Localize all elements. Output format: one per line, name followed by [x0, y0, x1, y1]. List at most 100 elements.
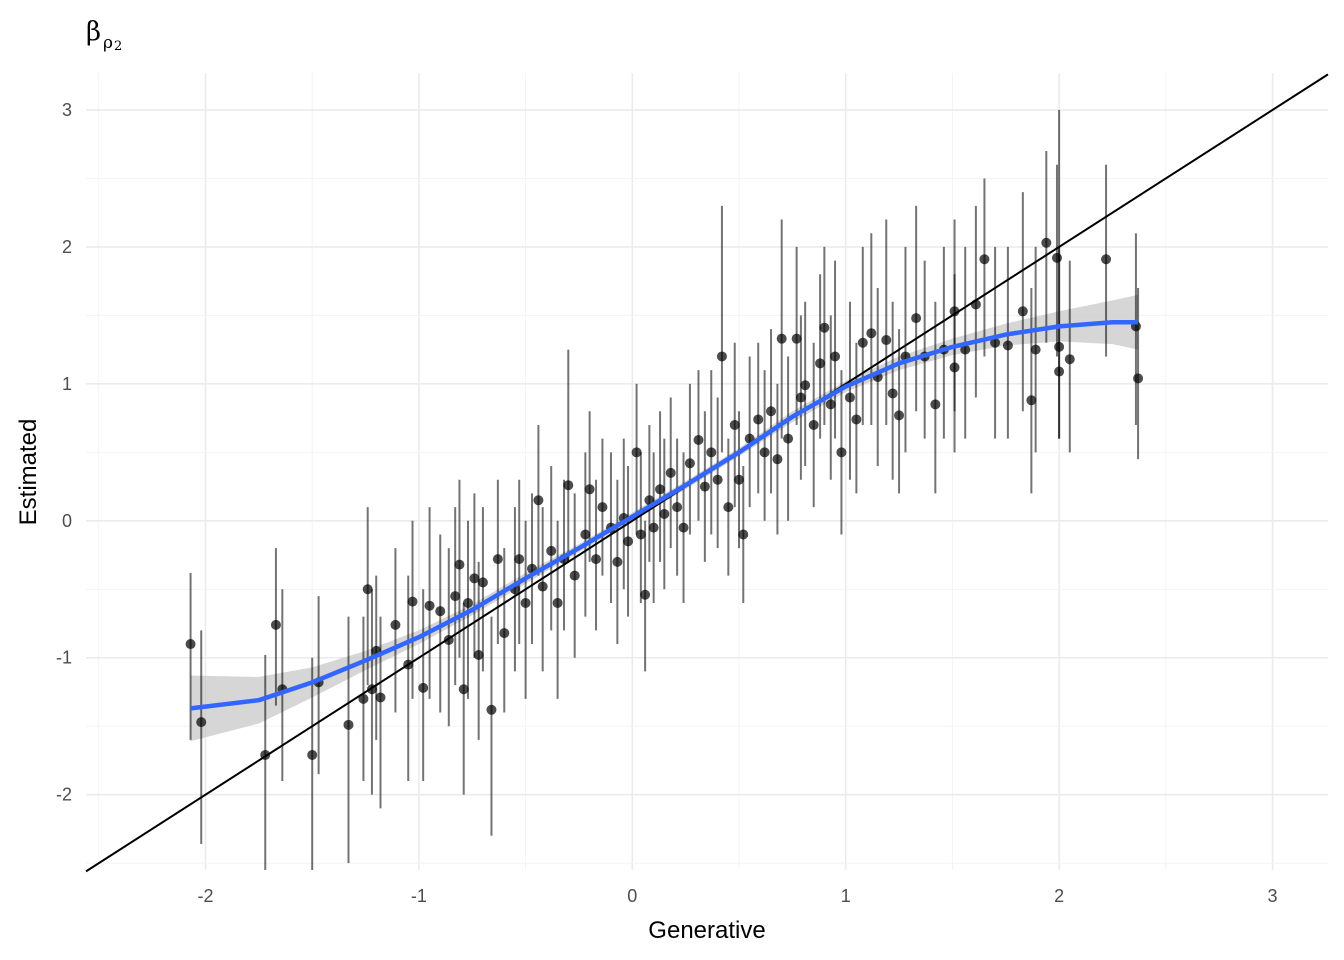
data-point	[584, 484, 595, 495]
data-point	[706, 447, 717, 458]
data-point	[738, 529, 749, 540]
data-point	[1030, 344, 1041, 355]
data-point	[836, 447, 847, 458]
data-point	[635, 529, 646, 540]
y-tick-label: 3	[62, 100, 72, 120]
data-point	[623, 536, 634, 547]
data-point	[699, 481, 710, 492]
data-point	[435, 606, 446, 617]
data-point	[418, 682, 429, 693]
data-point	[887, 388, 898, 399]
x-tick-label: 2	[1054, 886, 1064, 906]
data-point	[358, 693, 369, 704]
data-point	[362, 584, 373, 595]
data-point	[911, 313, 922, 324]
data-point	[930, 399, 941, 410]
data-point	[672, 502, 683, 513]
title-subscript-rho: ρ	[103, 33, 113, 53]
data-point	[949, 306, 960, 317]
data-point	[783, 433, 794, 444]
data-point	[791, 333, 802, 344]
data-point	[665, 467, 676, 478]
data-point	[1041, 237, 1052, 248]
data-point	[612, 556, 623, 567]
confidence-band	[190, 294, 1139, 742]
data-point	[716, 351, 727, 362]
x-tick-label: 0	[627, 886, 637, 906]
data-point	[499, 628, 510, 639]
x-tick-label: 1	[841, 886, 851, 906]
data-point	[881, 335, 892, 346]
data-point	[776, 333, 787, 344]
data-point	[655, 484, 666, 495]
data-point	[1133, 373, 1144, 384]
data-point	[894, 410, 905, 421]
data-point	[825, 399, 836, 410]
data-point	[1051, 252, 1062, 263]
data-point	[830, 351, 841, 362]
x-tick-label: -1	[411, 886, 427, 906]
data-point	[800, 380, 811, 391]
data-point	[1101, 254, 1112, 265]
data-point	[766, 406, 777, 417]
data-point	[424, 600, 435, 611]
data-point	[693, 435, 704, 446]
data-point	[723, 502, 734, 513]
y-tick-label: -1	[56, 648, 72, 668]
data-point	[196, 717, 207, 728]
data-point	[844, 392, 855, 403]
data-point	[343, 719, 354, 730]
data-point	[851, 414, 862, 425]
data-point	[712, 474, 723, 485]
data-point	[469, 573, 480, 584]
data-point	[949, 362, 960, 373]
data-point	[580, 529, 591, 540]
data-point	[772, 454, 783, 465]
data-point	[1002, 340, 1013, 351]
data-point	[597, 502, 608, 513]
y-tick-label: 2	[62, 237, 72, 257]
x-tick-labels: -2 -1 0 1 2 3	[197, 886, 1277, 906]
data-point	[759, 447, 770, 458]
data-point	[458, 684, 469, 695]
data-point	[631, 447, 642, 458]
data-point	[753, 414, 764, 425]
data-point	[808, 419, 819, 430]
data-point	[533, 495, 544, 506]
smooth-confidence-band	[190, 294, 1139, 742]
data-point	[450, 591, 461, 602]
y-tick-label: -2	[56, 785, 72, 805]
data-point	[684, 458, 695, 469]
data-point	[1054, 341, 1065, 352]
data-point	[407, 596, 418, 607]
data-point	[477, 577, 488, 588]
title-beta: β	[86, 17, 101, 47]
data-point	[375, 692, 386, 703]
data-point	[563, 480, 574, 491]
data-point	[552, 597, 563, 608]
data-point	[795, 392, 806, 403]
y-tick-label: 0	[62, 511, 72, 531]
data-point	[462, 597, 473, 608]
data-point	[640, 589, 651, 600]
smooth-line	[190, 319, 1139, 711]
data-point	[537, 581, 548, 592]
data-point	[678, 522, 689, 533]
y-axis-label: Estimated	[15, 419, 42, 526]
x-axis-label: Generative	[648, 917, 765, 944]
data-point	[454, 559, 465, 570]
title-subsubscript: 2	[114, 39, 122, 54]
data-point	[1054, 366, 1065, 377]
data-point	[473, 650, 484, 661]
data-point	[648, 522, 659, 533]
data-point	[1026, 395, 1037, 406]
data-point	[546, 545, 557, 556]
data-point	[729, 419, 740, 430]
y-tick-label: 1	[62, 374, 72, 394]
data-point	[486, 704, 497, 715]
data-point	[307, 749, 318, 760]
data-point	[990, 337, 1001, 348]
data-point	[815, 358, 826, 369]
data-point	[492, 554, 503, 565]
